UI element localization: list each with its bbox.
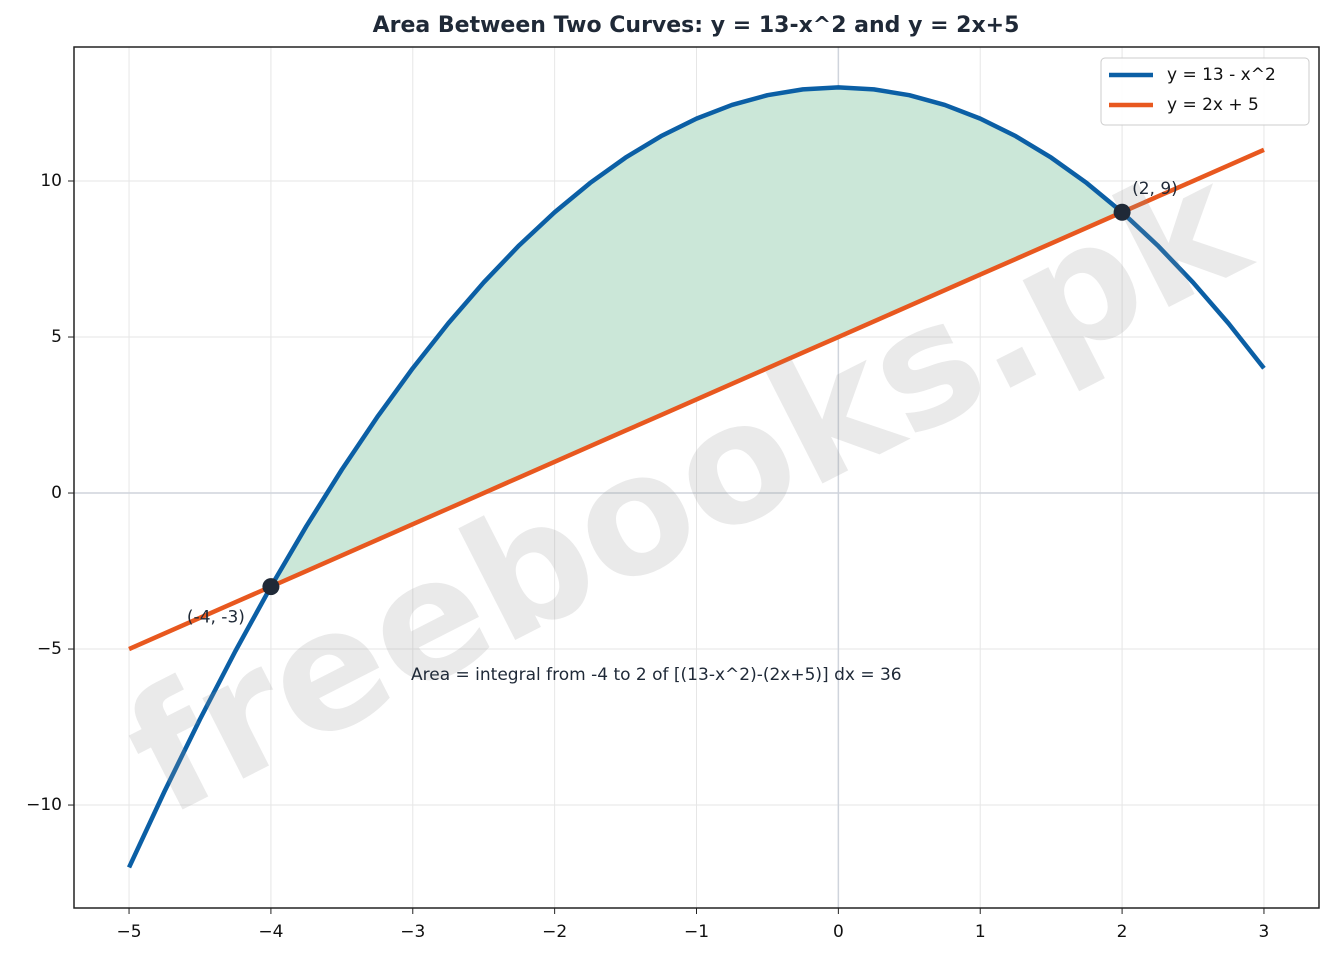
x-tick-label: 3 <box>1259 922 1270 942</box>
annotation: Area = integral from -4 to 2 of [(13-x^2… <box>411 665 902 685</box>
point-label: (-4, -3) <box>187 608 245 628</box>
x-tick-label: 0 <box>833 922 844 942</box>
line-series <box>128 147 1265 652</box>
y-tick-label: −5 <box>37 639 62 659</box>
x-tick-label: −5 <box>117 922 142 942</box>
x-tick-label: 1 <box>975 922 986 942</box>
x-tick-label: −4 <box>258 922 283 942</box>
intersection-point <box>1113 203 1131 221</box>
y-tick-label: −10 <box>26 795 62 815</box>
point-label: (2, 9) <box>1132 179 1178 199</box>
x-tick-label: −1 <box>684 922 709 942</box>
axes-frame <box>73 46 1320 909</box>
y-tick-label: 10 <box>40 171 62 191</box>
x-tick-label: 2 <box>1117 922 1128 942</box>
x-tick-label: −2 <box>542 922 567 942</box>
y-tick-label: 5 <box>51 327 62 347</box>
intersection-point <box>262 578 280 596</box>
chart-title: Area Between Two Curves: y = 13-x^2 and … <box>373 13 1020 38</box>
y-tick-label: 0 <box>51 483 62 503</box>
legend-label: y = 13 - x^2 <box>1167 65 1276 85</box>
line-series <box>127 85 1266 869</box>
area-fill <box>270 87 1123 587</box>
legend-label: y = 2x + 5 <box>1167 95 1259 115</box>
x-tick-label: −3 <box>400 922 425 942</box>
